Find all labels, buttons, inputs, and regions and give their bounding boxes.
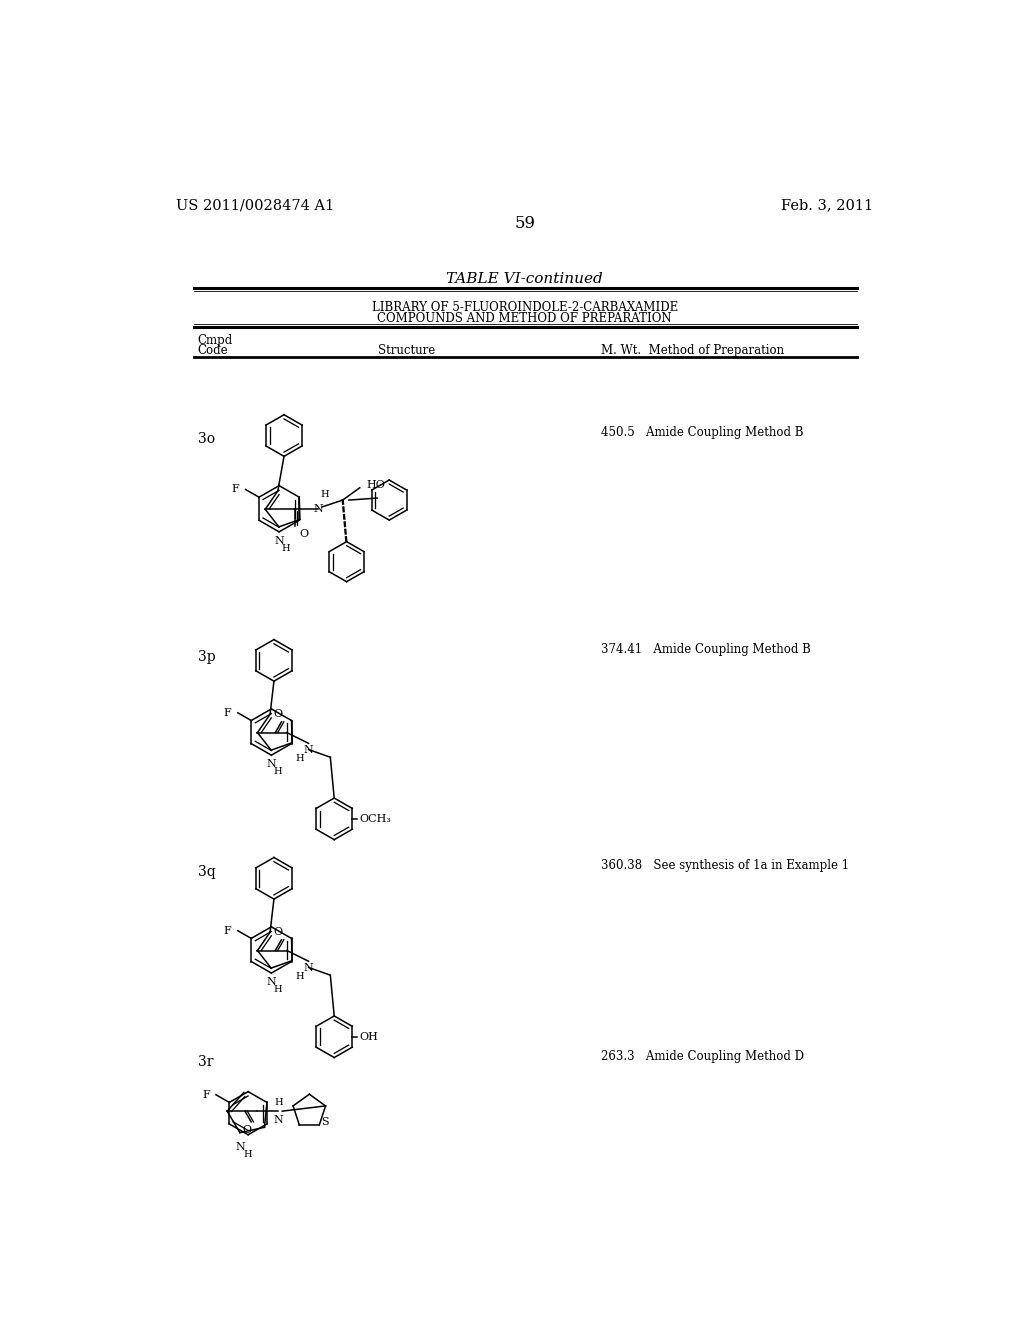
Text: Code: Code <box>198 345 228 356</box>
Text: H: H <box>243 1150 252 1159</box>
Text: F: F <box>224 708 231 718</box>
Text: H: H <box>282 544 290 553</box>
Text: 450.5   Amide Coupling Method B: 450.5 Amide Coupling Method B <box>601 426 803 440</box>
Text: 59: 59 <box>514 215 536 231</box>
Text: HO: HO <box>366 479 385 490</box>
Text: F: F <box>231 484 240 495</box>
Text: H: H <box>321 490 329 499</box>
Text: 263.3   Amide Coupling Method D: 263.3 Amide Coupling Method D <box>601 1051 804 1063</box>
Text: H: H <box>274 1097 283 1106</box>
Text: O: O <box>299 528 308 539</box>
Text: N: N <box>266 759 276 770</box>
Text: LIBRARY OF 5-FLUOROINDOLE-2-CARBAXAMIDE: LIBRARY OF 5-FLUOROINDOLE-2-CARBAXAMIDE <box>372 301 678 314</box>
Text: COMPOUNDS AND METHOD OF PREPARATION: COMPOUNDS AND METHOD OF PREPARATION <box>378 313 672 326</box>
Text: O: O <box>273 927 283 937</box>
Text: H: H <box>295 972 304 981</box>
Text: M. Wt.  Method of Preparation: M. Wt. Method of Preparation <box>601 345 784 356</box>
Text: H: H <box>273 767 282 776</box>
Text: 360.38   See synthesis of 1a in Example 1: 360.38 See synthesis of 1a in Example 1 <box>601 859 849 873</box>
Text: US 2011/0028474 A1: US 2011/0028474 A1 <box>176 198 334 213</box>
Text: F: F <box>202 1090 210 1100</box>
Text: O: O <box>243 1125 252 1135</box>
Text: 3r: 3r <box>198 1056 213 1069</box>
Text: TABLE VI-continued: TABLE VI-continued <box>446 272 603 286</box>
Text: Feb. 3, 2011: Feb. 3, 2011 <box>781 198 873 213</box>
Text: N: N <box>266 977 276 987</box>
Text: H: H <box>273 985 282 994</box>
Text: N: N <box>313 504 323 515</box>
Text: O: O <box>273 709 283 719</box>
Text: N: N <box>304 744 313 755</box>
Text: N: N <box>274 536 284 546</box>
Text: N: N <box>304 962 313 973</box>
Text: S: S <box>321 1117 329 1127</box>
Text: 374.41   Amide Coupling Method B: 374.41 Amide Coupling Method B <box>601 644 811 656</box>
Text: Structure: Structure <box>379 345 435 356</box>
Text: F: F <box>224 925 231 936</box>
Text: N: N <box>273 1115 284 1125</box>
Text: 3o: 3o <box>198 432 215 446</box>
Text: N: N <box>236 1142 245 1152</box>
Text: 3p: 3p <box>198 649 215 664</box>
Text: OH: OH <box>359 1032 378 1041</box>
Text: OCH₃: OCH₃ <box>359 814 391 824</box>
Text: 3q: 3q <box>198 866 215 879</box>
Text: Cmpd: Cmpd <box>198 334 233 347</box>
Text: H: H <box>295 754 304 763</box>
